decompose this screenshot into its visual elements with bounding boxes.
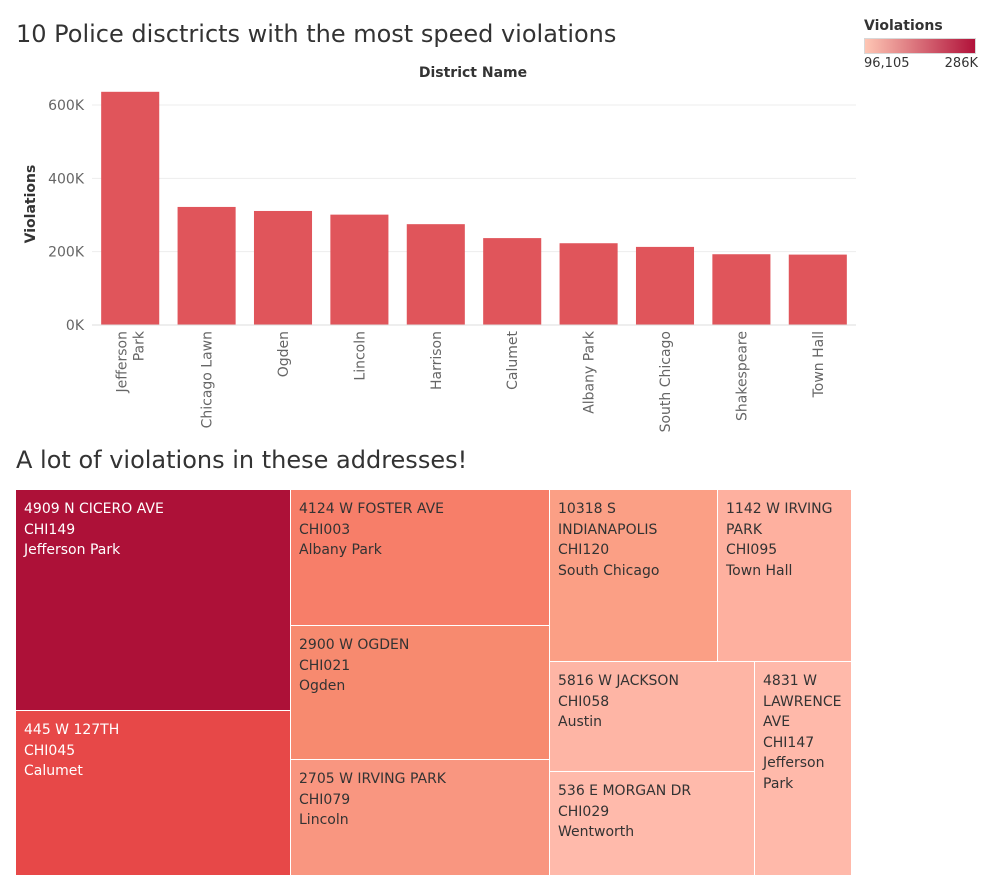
treemap-cell: 2705 W IRVING PARK CHI079 Lincoln <box>291 760 550 876</box>
color-legend: Violations 96,105 286K <box>864 18 978 71</box>
cell-district: Calumet <box>24 763 83 779</box>
x-tick-label: Albany Park <box>582 330 598 414</box>
bar <box>330 214 389 325</box>
bar-chart: 0K 200K 400K 600K District Name Violations Jef… <box>23 65 856 432</box>
cell-address: 5816 W JACKSON <box>558 673 679 689</box>
cell-camera-id: CHI149 <box>24 521 76 538</box>
cell-address: 4831 W LAWRENCE AVE <box>763 673 842 730</box>
treemap-cell: 10318 S INDIANAPOLIS CHI120 South Chicago <box>550 490 718 662</box>
bar <box>483 238 542 325</box>
x-tick-label: Chicago Lawn <box>200 331 216 428</box>
cell-address: 1142 W IRVING PARK <box>726 501 833 538</box>
cell-address: 4124 W FOSTER AVE <box>299 501 445 517</box>
cell-address: 536 E MORGAN DR <box>558 783 692 799</box>
y-tick-label: 400K <box>48 171 85 187</box>
treemap-cell: 4909 N CICERO AVE CHI149 Jefferson Park <box>16 490 291 711</box>
cell-camera-id: CHI003 <box>299 521 351 538</box>
x-tick-label: JeffersonPark <box>115 330 148 393</box>
cell-address: 10318 S INDIANAPOLIS <box>558 501 658 538</box>
y-tick-label: 200K <box>48 245 85 261</box>
cell-camera-id: CHI029 <box>558 803 610 820</box>
bar <box>559 243 618 325</box>
x-tick-label: Lincoln <box>352 331 368 381</box>
cell-district: Wentworth <box>558 824 635 840</box>
x-tick-label: Harrison <box>429 331 445 390</box>
treemap-title: A lot of violations in these addresses! <box>16 446 468 474</box>
treemap: 4909 N CICERO AVE CHI149 Jefferson Park 445… <box>16 490 852 876</box>
cell-camera-id: CHI120 <box>558 542 610 558</box>
y-tick-label: 600K <box>48 98 85 114</box>
legend-title: Violations <box>864 18 943 34</box>
bar <box>635 246 695 325</box>
treemap-cell: 445 W 127TH CHI045 Calumet <box>16 711 291 876</box>
cell-camera-id: CHI147 <box>763 734 815 751</box>
bar <box>101 91 160 325</box>
bar <box>253 210 313 325</box>
treemap-cell: 536 E MORGAN DR CHI029 Wentworth <box>550 772 755 876</box>
legend-max-label: 286K <box>944 56 978 71</box>
cell-address: 2705 W IRVING PARK <box>299 771 446 787</box>
y-tick-label: 0K <box>66 318 85 334</box>
cell-address: 445 W 127TH <box>24 722 120 738</box>
treemap-cell: 1142 W IRVING PARK CHI095 Town Hall <box>718 490 852 662</box>
legend-gradient-bar <box>864 38 976 54</box>
x-tick-label: Calumet <box>505 330 521 389</box>
cell-district: Lincoln <box>299 812 349 828</box>
treemap-cell: 4124 W FOSTER AVE CHI003 Albany Park <box>291 490 550 626</box>
cell-district: Austin <box>558 714 602 730</box>
x-axis-label: District Name <box>419 65 527 81</box>
treemap-cell: 4831 W LAWRENCE AVE CHI147 Jefferson Park <box>755 662 852 876</box>
cell-address: 4909 N CICERO AVE <box>24 501 164 517</box>
x-tick-label: Town Hall <box>811 331 827 398</box>
x-tick-label: Shakespeare <box>734 331 750 421</box>
cell-district: Ogden <box>299 678 346 694</box>
cell-district: Town Hall <box>726 562 793 579</box>
cell-camera-id: CHI021 <box>299 657 351 674</box>
x-tick-label: Ogden <box>276 331 292 377</box>
bar-chart-title: 10 Police disctricts with the most speed… <box>16 20 617 48</box>
cell-camera-id: CHI079 <box>299 791 351 808</box>
treemap-cell: 5816 W JACKSON CHI058 Austin <box>550 662 755 772</box>
cell-camera-id: CHI095 <box>726 542 778 558</box>
cell-district: Albany Park <box>299 542 382 558</box>
bar <box>406 224 465 325</box>
bar <box>177 206 236 325</box>
bar <box>788 254 847 325</box>
legend-min-label: 96,105 <box>864 56 910 71</box>
cell-camera-id: CHI058 <box>558 693 610 710</box>
x-tick-label: South Chicago <box>658 331 674 432</box>
treemap-cell: 2900 W OGDEN CHI021 Ogden <box>291 626 550 760</box>
cell-camera-id: CHI045 <box>24 742 76 759</box>
y-axis-label: Violations <box>23 165 39 244</box>
cell-address: 2900 W OGDEN <box>299 637 410 653</box>
cell-district: South Chicago <box>558 562 660 579</box>
cell-district: Jefferson Park <box>763 755 825 792</box>
cell-district: Jefferson Park <box>24 542 121 558</box>
bar <box>712 254 771 325</box>
